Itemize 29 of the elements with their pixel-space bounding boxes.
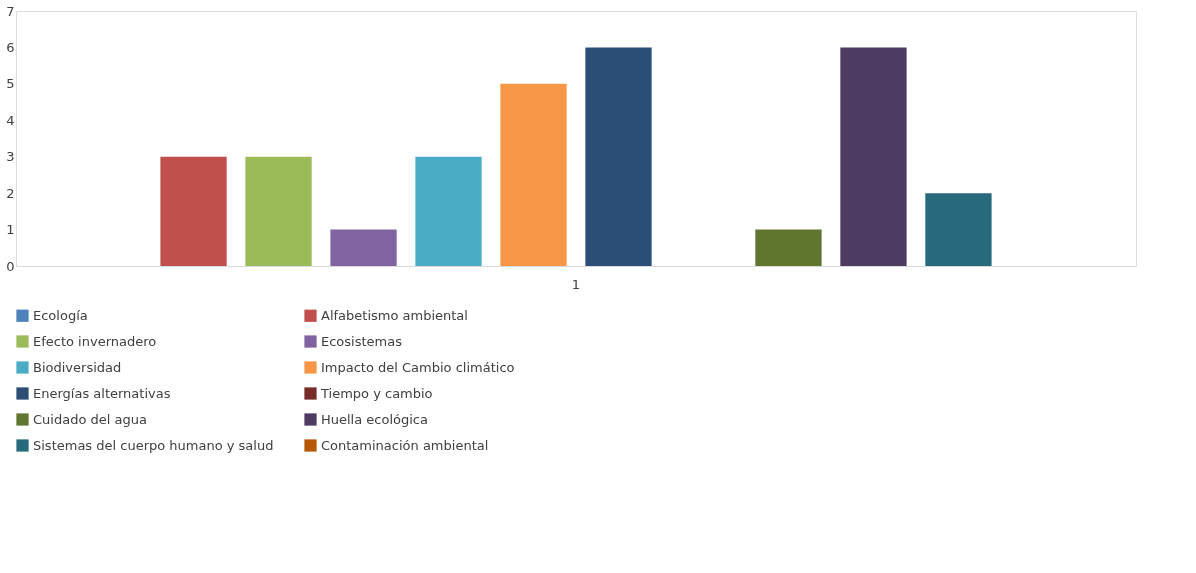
legend-label: Impacto del Cambio climático <box>321 359 515 375</box>
y-tick-label: 2 <box>6 185 15 201</box>
legend-label: Efecto invernadero <box>33 333 157 349</box>
legend-label: Cuidado del agua <box>33 411 147 427</box>
legend-label: Huella ecológica <box>321 411 428 427</box>
legend-label: Biodiversidad <box>33 359 122 375</box>
legend-label: Ecología <box>33 307 88 323</box>
y-tick-label: 1 <box>6 222 15 238</box>
y-tick-label: 7 <box>6 3 15 19</box>
y-tick-label: 6 <box>6 39 15 55</box>
bar <box>500 83 567 266</box>
bar <box>330 229 397 266</box>
legend-label: Energías alternativas <box>33 385 171 401</box>
legend-label: Ecosistemas <box>321 333 403 349</box>
y-tick-label: 4 <box>6 112 15 128</box>
bar <box>755 229 822 266</box>
bar <box>160 156 227 266</box>
y-tick-label: 0 <box>6 258 15 274</box>
bar <box>925 193 992 266</box>
bar <box>585 47 652 266</box>
y-tick-label: 5 <box>6 76 15 92</box>
legend-label: Tiempo y cambio <box>320 385 433 401</box>
bar <box>840 47 907 266</box>
legend-label: Sistemas del cuerpo humano y salud <box>33 437 274 453</box>
legend-label: Contaminación ambiental <box>321 437 489 453</box>
legend-label: Alfabetismo ambiental <box>321 307 468 323</box>
bar <box>245 156 312 266</box>
y-tick-label: 3 <box>6 149 15 165</box>
bar <box>415 156 482 266</box>
